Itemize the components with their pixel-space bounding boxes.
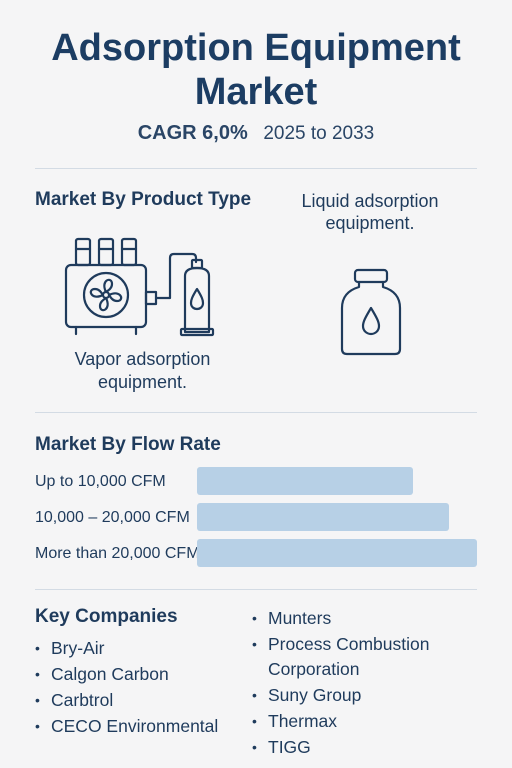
vapor-equipment-icon <box>64 237 215 337</box>
cagr-line: CAGR 6,0% 2025 to 2033 <box>0 122 512 145</box>
flow-row-1: Up to 10,000 CFM <box>0 467 512 497</box>
company-item: TIGG <box>252 735 477 760</box>
companies-list-left: Bry-Air Calgon Carbon Carbtrol CECO Envi… <box>35 636 245 740</box>
divider-middle <box>35 412 477 413</box>
company-item: Munters <box>252 606 477 631</box>
title-line-2: Market <box>194 71 318 113</box>
company-item: Calgon Carbon <box>35 662 245 687</box>
flow-label-1: Up to 10,000 CFM <box>35 473 166 490</box>
company-item: Carbtrol <box>35 688 245 713</box>
flow-bar-3 <box>197 539 477 567</box>
company-item: Suny Group <box>252 683 477 708</box>
liquid-caption: Liquid adsorption equipment. <box>301 191 439 233</box>
product-type-heading: Market By Product Type <box>35 189 252 210</box>
flow-row-3: More than 20,000 CFM <box>0 539 512 569</box>
company-item: CECO Environmental <box>35 714 245 739</box>
companies-list-right: Munters Process Combustion Corporation S… <box>252 606 477 761</box>
divider-bottom <box>35 589 477 590</box>
flow-label-3: More than 20,000 CFM <box>35 545 200 562</box>
company-item: Process Combustion Corporation <box>252 632 477 681</box>
flow-bar-2 <box>197 503 449 531</box>
flow-rate-heading: Market By Flow Rate <box>35 434 221 455</box>
liquid-jar-icon <box>340 268 402 356</box>
company-item: Bry-Air <box>35 636 245 661</box>
companies-heading: Key Companies <box>35 606 178 627</box>
page-title: Adsorption Equipment Market <box>0 26 512 114</box>
flow-row-2: 10,000 – 20,000 CFM <box>0 503 512 533</box>
cagr-label: CAGR 6,0% <box>137 122 248 144</box>
flow-label-2: 10,000 – 20,000 CFM <box>35 509 190 526</box>
title-line-1: Adsorption Equipment <box>51 27 461 69</box>
forecast-period: 2025 to 2033 <box>263 123 375 144</box>
company-item: Thermax <box>252 709 477 734</box>
divider-top <box>35 168 477 169</box>
vapor-caption: Vapor adsorption equipment. <box>74 349 211 392</box>
flow-bar-1 <box>197 467 413 495</box>
